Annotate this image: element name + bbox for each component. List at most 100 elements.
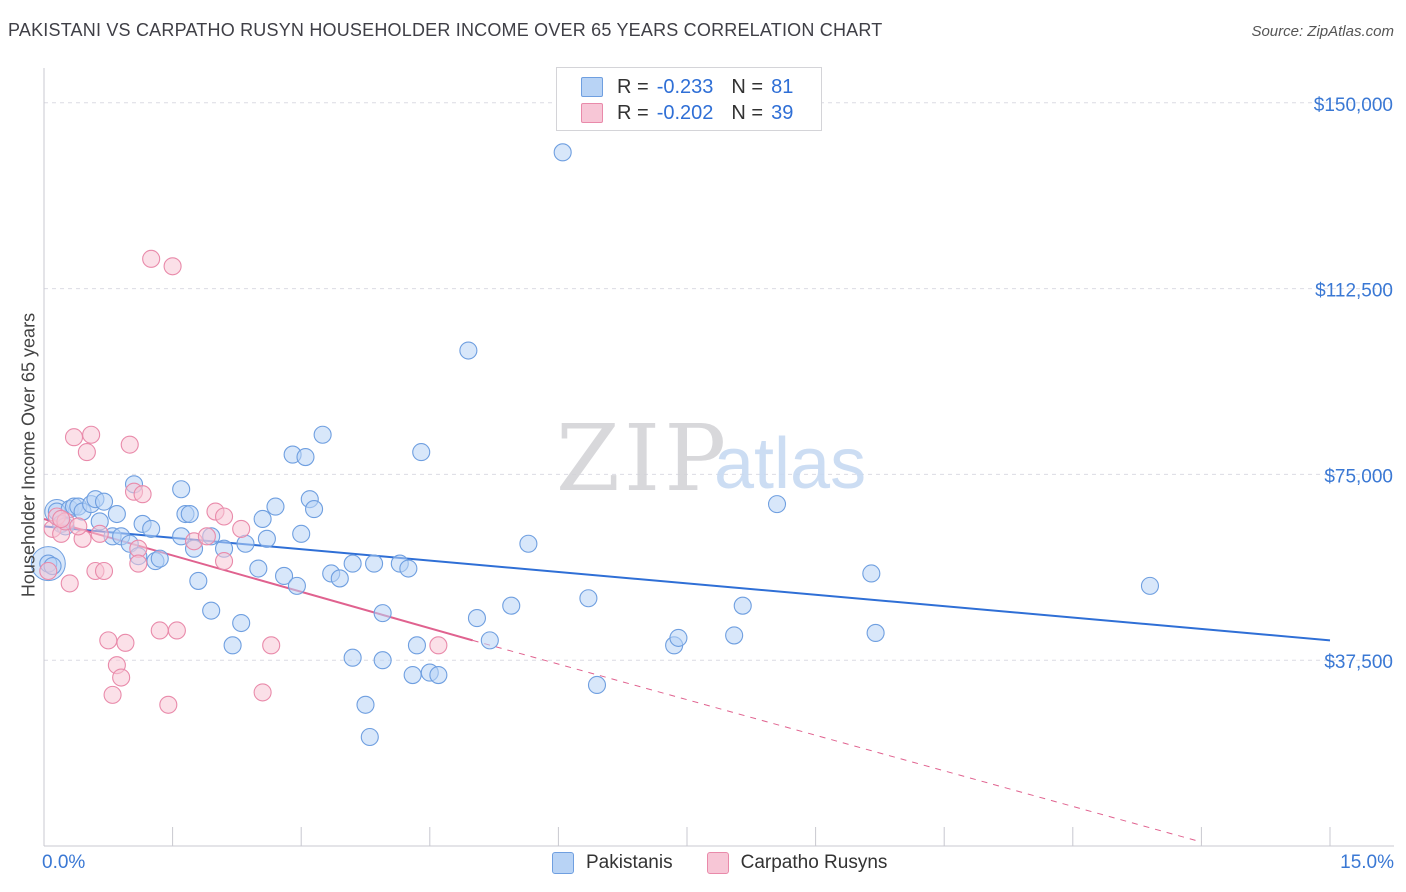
source-label: Source: ZipAtlas.com xyxy=(1251,23,1394,40)
pakistani-point xyxy=(866,623,885,642)
carpatho-rusyn-point xyxy=(39,561,58,581)
pakistani-point xyxy=(356,695,375,714)
y-tick-label: $112,500 xyxy=(1315,281,1393,302)
pakistani-point xyxy=(305,500,324,519)
pakistani-point xyxy=(862,564,881,583)
pakistani-point xyxy=(142,519,161,538)
correlation-legend: R = -0.233 N = 81 R = -0.202 N = 39 xyxy=(556,67,822,131)
carpatho-rusyn-point xyxy=(197,527,216,546)
carpatho-rusyn-trend-extension xyxy=(472,639,1202,843)
legend-n-value: 39 xyxy=(771,101,794,124)
y-tick-labels: $37,500 $75,000 $112,500 $150,000 xyxy=(1314,95,1393,673)
pakistani-point xyxy=(343,648,362,667)
pakistani-point xyxy=(412,443,431,462)
series-swatch-blue xyxy=(552,852,574,874)
y-axis-label: Householder Income Over 65 years xyxy=(18,312,39,598)
pakistani-point xyxy=(189,571,208,590)
pakistani-point xyxy=(403,666,422,685)
carpatho-rusyn-point xyxy=(129,554,148,573)
legend-row-pakistanis: R = -0.233 N = 81 xyxy=(581,75,793,99)
carpatho-rusyn-point xyxy=(82,425,101,444)
legend-r-value: -0.233 xyxy=(656,75,714,98)
carpatho-rusyn-point xyxy=(214,507,234,526)
x-tick-label-max: 15.0% xyxy=(1340,852,1394,873)
pakistani-point xyxy=(266,497,285,516)
trend-lines xyxy=(43,518,1331,843)
pakistani-point xyxy=(502,596,521,615)
pakistani-point xyxy=(407,636,426,655)
pakistani-point xyxy=(287,576,306,595)
pakistani-point xyxy=(429,666,448,685)
pakistani-point xyxy=(107,504,126,524)
x-tick-label-min: 0.0% xyxy=(42,852,86,873)
pakistani-point xyxy=(343,554,362,573)
series-label: Carpatho Rusyns xyxy=(740,852,888,873)
series-swatch-pink xyxy=(706,852,729,874)
pakistani-point xyxy=(313,425,332,444)
pakistani-point xyxy=(257,529,276,548)
carpatho-rusyn-point xyxy=(99,631,118,650)
watermark: ZIP atlas xyxy=(556,405,866,512)
pakistani-point xyxy=(373,651,392,670)
watermark-zip: ZIP xyxy=(556,405,730,512)
series-legend: Pakistanis Carpatho Rusyns xyxy=(552,852,921,874)
carpatho-rusyn-point xyxy=(133,485,152,504)
y-tick-label: $75,000 xyxy=(1324,466,1393,487)
pakistani-point xyxy=(296,447,315,467)
carpatho-rusyn-point xyxy=(112,668,131,687)
pakistani-trend-line xyxy=(43,525,1331,642)
pakistani-point xyxy=(733,596,752,615)
carpatho-rusyn-point xyxy=(90,524,109,543)
series-legend-pakistanis[interactable]: Pakistanis xyxy=(552,852,673,874)
pakistani-point xyxy=(180,504,199,524)
legend-n-value: 81 xyxy=(771,75,794,98)
pakistani-point xyxy=(1140,576,1160,595)
watermark-atlas: atlas xyxy=(714,424,866,504)
pakistani-point xyxy=(330,569,349,588)
carpatho-rusyn-point xyxy=(142,249,161,268)
pakistani-point xyxy=(292,524,311,543)
pakistani-point xyxy=(725,626,744,645)
carpatho-rusyn-point xyxy=(163,257,182,276)
pakistani-point xyxy=(579,589,598,608)
carpatho-rusyn-point xyxy=(64,428,84,447)
carpatho-rusyn-point xyxy=(214,552,234,571)
legend-swatch-blue xyxy=(581,77,603,97)
pakistani-point xyxy=(253,509,272,529)
carpatho-rusyn-point xyxy=(69,517,88,536)
pakistani-point xyxy=(480,631,499,650)
pakistani-point xyxy=(232,613,251,633)
data-points xyxy=(30,143,1160,747)
pakistani-point xyxy=(150,549,169,568)
legend-n-label: N = xyxy=(731,75,764,98)
carpatho-rusyn-point xyxy=(103,685,122,704)
pakistani-point xyxy=(587,675,607,695)
pakistani-point xyxy=(249,559,268,578)
carpatho-rusyn-point xyxy=(52,509,71,529)
legend-swatch-pink xyxy=(581,103,603,123)
carpatho-rusyn-point xyxy=(77,443,96,462)
series-legend-carpatho-rusyns[interactable]: Carpatho Rusyns xyxy=(706,852,888,874)
carpatho-rusyn-point xyxy=(232,519,251,538)
chart-title: PAKISTANI VS CARPATHO RUSYN HOUSEHOLDER … xyxy=(8,20,883,40)
carpatho-rusyn-point xyxy=(167,621,186,640)
pakistani-point xyxy=(94,492,114,511)
pakistani-point xyxy=(236,534,255,553)
pakistani-point xyxy=(360,727,379,747)
pakistani-point xyxy=(202,601,221,620)
legend-n-label: N = xyxy=(731,101,764,124)
carpatho-rusyn-point xyxy=(120,435,139,454)
pakistani-point xyxy=(519,534,538,553)
carpatho-rusyn-point xyxy=(429,636,448,655)
pakistani-point xyxy=(373,604,392,623)
pakistani-point xyxy=(767,495,787,514)
carpatho-rusyn-point xyxy=(159,695,178,714)
pakistani-point xyxy=(399,559,418,578)
y-tick-label: $37,500 xyxy=(1324,652,1393,673)
pakistani-point xyxy=(669,628,688,647)
pakistani-point xyxy=(172,480,191,499)
pakistani-point xyxy=(365,554,384,573)
legend-row-carpatho-rusyns: R = -0.202 N = 39 xyxy=(581,101,793,125)
carpatho-rusyn-point xyxy=(94,561,114,581)
